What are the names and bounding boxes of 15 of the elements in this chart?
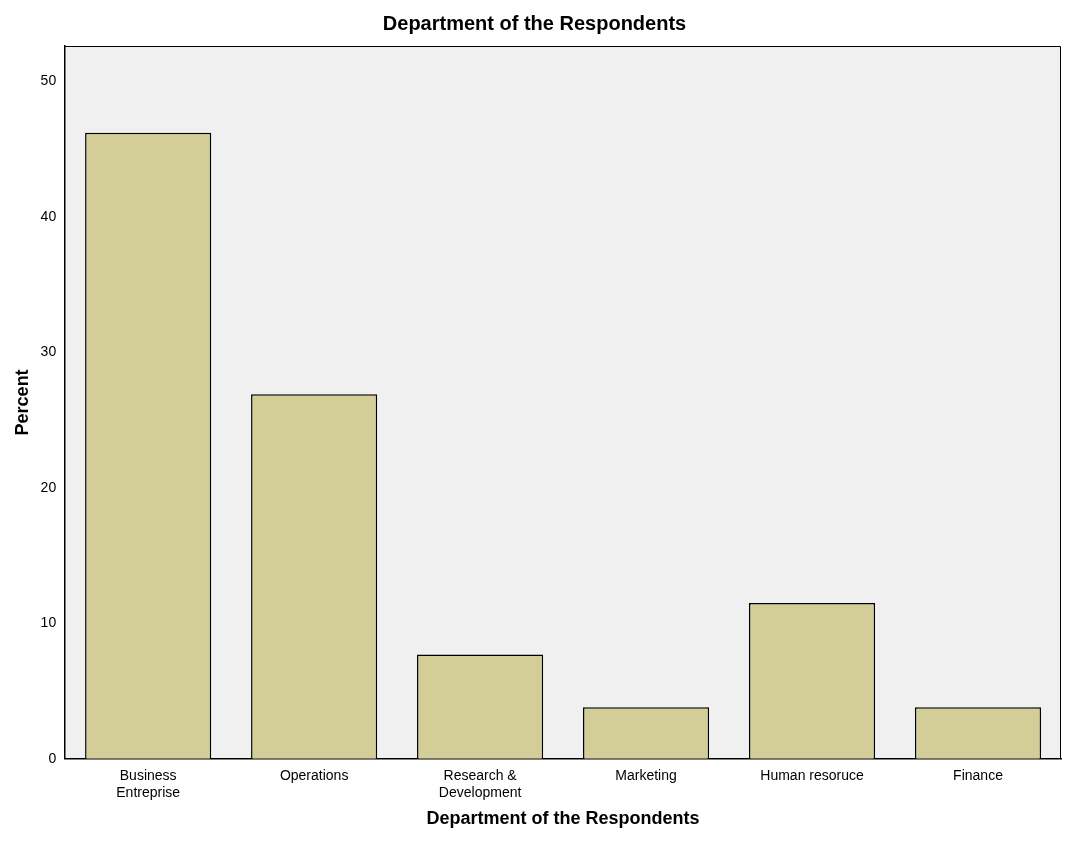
y-axis-title: Percent xyxy=(11,369,32,436)
x-tick-label: Research & Development xyxy=(438,767,522,800)
x-tick-label: Operations xyxy=(279,767,349,784)
x-tick-label: Business Entreprise xyxy=(116,767,181,800)
y-tick-label: 50 xyxy=(40,72,57,89)
y-tick-label: 20 xyxy=(40,478,57,495)
x-tick-label: Human resoruce xyxy=(760,767,864,784)
x-axis-title: Department of the Respondents xyxy=(426,808,700,829)
y-tick-label: 0 xyxy=(48,749,57,766)
x-tick-label: Finance xyxy=(953,767,1004,784)
chart-title: Department of the Respondents xyxy=(382,11,687,34)
y-tick-label: 40 xyxy=(40,207,57,224)
x-tick-label: Marketing xyxy=(615,767,677,784)
y-tick-label: 30 xyxy=(40,343,57,360)
y-tick-label: 10 xyxy=(40,614,57,631)
